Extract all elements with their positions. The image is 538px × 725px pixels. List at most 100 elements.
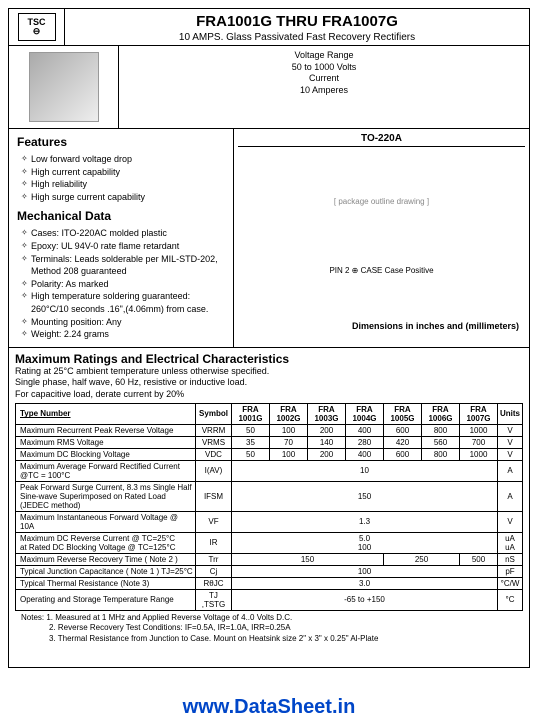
param-value: 700 xyxy=(460,436,498,448)
part-header: FRA 1007G xyxy=(460,403,498,424)
param-symbol: VRMS xyxy=(196,436,232,448)
param-value: 70 xyxy=(270,436,308,448)
logo: TSC⊖ xyxy=(18,13,56,41)
feature-item: High current capability xyxy=(21,166,225,179)
footnote: 2. Reverse Recovery Test Conditions: IF=… xyxy=(21,623,517,633)
param-unit: pF xyxy=(498,565,523,577)
part-header: FRA 1001G xyxy=(232,403,270,424)
param-unit: V xyxy=(498,511,523,532)
outline-drawing: [ package outline drawing ] PIN 2 ⊕ CASE… xyxy=(238,151,525,321)
param-value: 50 xyxy=(232,424,270,436)
part-header: FRA 1005G xyxy=(384,403,422,424)
rating-note: For capacitive load, derate current by 2… xyxy=(15,389,523,401)
param-unit: A xyxy=(498,460,523,481)
param-label: Maximum Reverse Recovery Time ( Note 2 ) xyxy=(16,553,196,565)
current-label: Current xyxy=(123,73,525,85)
param-value: 1000 xyxy=(460,448,498,460)
param-value: 100 xyxy=(232,565,498,577)
pin-note: PIN 2 ⊕ CASE Case Positive xyxy=(329,266,433,275)
table-row: Maximum RMS VoltageVRMS35701402804205607… xyxy=(16,436,523,448)
param-unit: °C xyxy=(498,589,523,610)
param-value: 35 xyxy=(232,436,270,448)
part-header: FRA 1006G xyxy=(422,403,460,424)
param-value: 100 xyxy=(270,448,308,460)
param-value: 1000 xyxy=(460,424,498,436)
param-unit: V xyxy=(498,448,523,460)
param-unit: V xyxy=(498,436,523,448)
footer-url: www.DataSheet.in xyxy=(0,696,538,719)
table-row: Maximum DC Blocking VoltageVDC5010020040… xyxy=(16,448,523,460)
features-list: Low forward voltage drop High current ca… xyxy=(17,153,225,203)
param-value: 800 xyxy=(422,424,460,436)
footnotes: Notes: 1. Measured at 1 MHz and Applied … xyxy=(15,611,523,646)
param-value: 1.3 xyxy=(232,511,498,532)
features-cell: Features Low forward voltage drop High c… xyxy=(9,129,234,347)
feature-item: High reliability xyxy=(21,178,225,191)
table-body: Maximum Recurrent Peak Reverse VoltageVR… xyxy=(16,424,523,610)
table-header-row: Type Number Symbol FRA 1001G FRA 1002G F… xyxy=(16,403,523,424)
package-photo-cell xyxy=(9,46,119,128)
symbol-header: Symbol xyxy=(196,403,232,424)
param-symbol: TJ ,TSTG xyxy=(196,589,232,610)
param-value: 200 xyxy=(308,448,346,460)
param-label: Peak Forward Surge Current, 8.3 ms Singl… xyxy=(16,481,196,511)
param-symbol: IR xyxy=(196,532,232,553)
mech-item: Epoxy: UL 94V-0 rate flame retardant xyxy=(21,240,225,253)
param-value: 280 xyxy=(346,436,384,448)
param-symbol: VRRM xyxy=(196,424,232,436)
param-symbol: VDC xyxy=(196,448,232,460)
param-symbol: VF xyxy=(196,511,232,532)
ratings-section: Maximum Ratings and Electrical Character… xyxy=(9,347,529,646)
param-value: -65 to +150 xyxy=(232,589,498,610)
param-label: Maximum Recurrent Peak Reverse Voltage xyxy=(16,424,196,436)
table-row: Maximum Reverse Recovery Time ( Note 2 )… xyxy=(16,553,523,565)
table-row: Typical Thermal Resistance (Note 3)RθJC3… xyxy=(16,577,523,589)
param-label: Typical Junction Capacitance ( Note 1 ) … xyxy=(16,565,196,577)
page-title: FRA1001G THRU FRA1007G xyxy=(69,13,525,30)
mechanical-heading: Mechanical Data xyxy=(17,209,225,223)
param-label: Operating and Storage Temperature Range xyxy=(16,589,196,610)
title-cell: FRA1001G THRU FRA1007G 10 AMPS. Glass Pa… xyxy=(65,9,529,45)
param-value: 600 xyxy=(384,424,422,436)
param-value: 150 xyxy=(232,481,498,511)
rating-note: Rating at 25°C ambient temperature unles… xyxy=(15,366,523,378)
param-unit: °C/W xyxy=(498,577,523,589)
ratings-table: Type Number Symbol FRA 1001G FRA 1002G F… xyxy=(15,403,523,611)
part-header: FRA 1003G xyxy=(308,403,346,424)
param-value: 140 xyxy=(308,436,346,448)
param-value: 400 xyxy=(346,424,384,436)
param-value: 50 xyxy=(232,448,270,460)
package-name: TO-220A xyxy=(238,133,525,147)
features-heading: Features xyxy=(17,135,225,149)
param-value: 800 xyxy=(422,448,460,460)
current: 10 Amperes xyxy=(123,85,525,97)
logo-symbol: ⊖ xyxy=(33,27,41,36)
header-row: TSC⊖ FRA1001G THRU FRA1007G 10 AMPS. Gla… xyxy=(9,9,529,46)
dimensions-note: Dimensions in inches and (millimeters) xyxy=(238,321,525,331)
mech-item: Cases: ITO-220AC molded plastic xyxy=(21,227,225,240)
param-unit: uA uA xyxy=(498,532,523,553)
param-label: Maximum Instantaneous Forward Voltage @ … xyxy=(16,511,196,532)
part-header: FRA 1004G xyxy=(346,403,384,424)
datasheet-page: TSC⊖ FRA1001G THRU FRA1007G 10 AMPS. Gla… xyxy=(8,8,530,668)
rating-note: Single phase, half wave, 60 Hz, resistiv… xyxy=(15,377,523,389)
title-mid: THRU xyxy=(272,13,322,30)
param-value: 100 xyxy=(270,424,308,436)
mech-item: Terminals: Leads solderable per MIL-STD-… xyxy=(21,253,225,278)
param-symbol: RθJC xyxy=(196,577,232,589)
voltage-range-label: Voltage Range xyxy=(123,50,525,62)
param-symbol: Trr xyxy=(196,553,232,565)
param-symbol: IFSM xyxy=(196,481,232,511)
param-unit: A xyxy=(498,481,523,511)
features-row: Features Low forward voltage drop High c… xyxy=(9,129,529,347)
mech-item: High temperature soldering guaranteed: 2… xyxy=(21,290,225,315)
param-symbol: Cj xyxy=(196,565,232,577)
param-symbol: I(AV) xyxy=(196,460,232,481)
title-left: FRA1001G xyxy=(196,13,272,30)
table-row: Typical Junction Capacitance ( Note 1 ) … xyxy=(16,565,523,577)
mech-item: Weight: 2.24 grams xyxy=(21,328,225,341)
table-row: Peak Forward Surge Current, 8.3 ms Singl… xyxy=(16,481,523,511)
package-photo xyxy=(29,52,99,122)
param-value: 10 xyxy=(232,460,498,481)
type-number-header: Type Number xyxy=(16,403,196,424)
